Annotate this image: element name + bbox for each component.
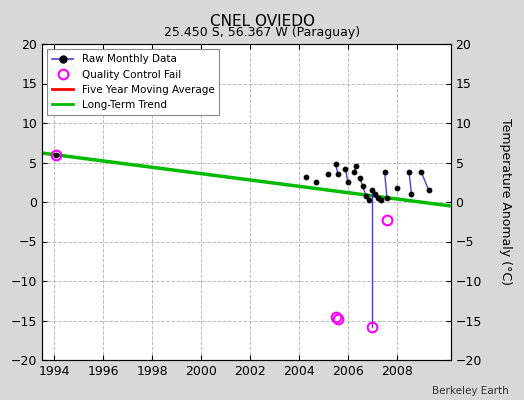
- Point: [407, 191, 416, 197]
- Point: [405, 169, 413, 175]
- Y-axis label: Temperature Anomaly (°C): Temperature Anomaly (°C): [498, 118, 511, 286]
- Text: CNEL OVIEDO: CNEL OVIEDO: [210, 14, 314, 29]
- Point: [383, 195, 391, 201]
- Legend: Raw Monthly Data, Quality Control Fail, Five Year Moving Average, Long-Term Tren: Raw Monthly Data, Quality Control Fail, …: [47, 49, 220, 115]
- Point: [350, 169, 358, 175]
- Point: [392, 184, 401, 191]
- Point: [365, 196, 373, 203]
- Point: [334, 171, 342, 178]
- Point: [356, 175, 364, 182]
- Point: [312, 179, 320, 186]
- Point: [344, 179, 352, 186]
- Point: [324, 171, 332, 178]
- Text: 25.450 S, 56.367 W (Paraguay): 25.450 S, 56.367 W (Paraguay): [164, 26, 360, 39]
- Point: [362, 192, 370, 199]
- Point: [52, 151, 60, 158]
- Point: [358, 183, 367, 189]
- Point: [331, 161, 340, 167]
- Point: [374, 195, 383, 201]
- Point: [370, 191, 379, 197]
- Point: [368, 187, 377, 193]
- Text: Berkeley Earth: Berkeley Earth: [432, 386, 508, 396]
- Point: [380, 169, 389, 175]
- Point: [341, 166, 350, 172]
- Title: CNEL OVIEDO
25.450 S, 56.367 W (Paraguay): CNEL OVIEDO 25.450 S, 56.367 W (Paraguay…: [0, 399, 1, 400]
- Point: [352, 163, 361, 170]
- Point: [377, 197, 385, 204]
- Point: [302, 174, 310, 180]
- Point: [417, 169, 425, 175]
- Point: [424, 187, 433, 193]
